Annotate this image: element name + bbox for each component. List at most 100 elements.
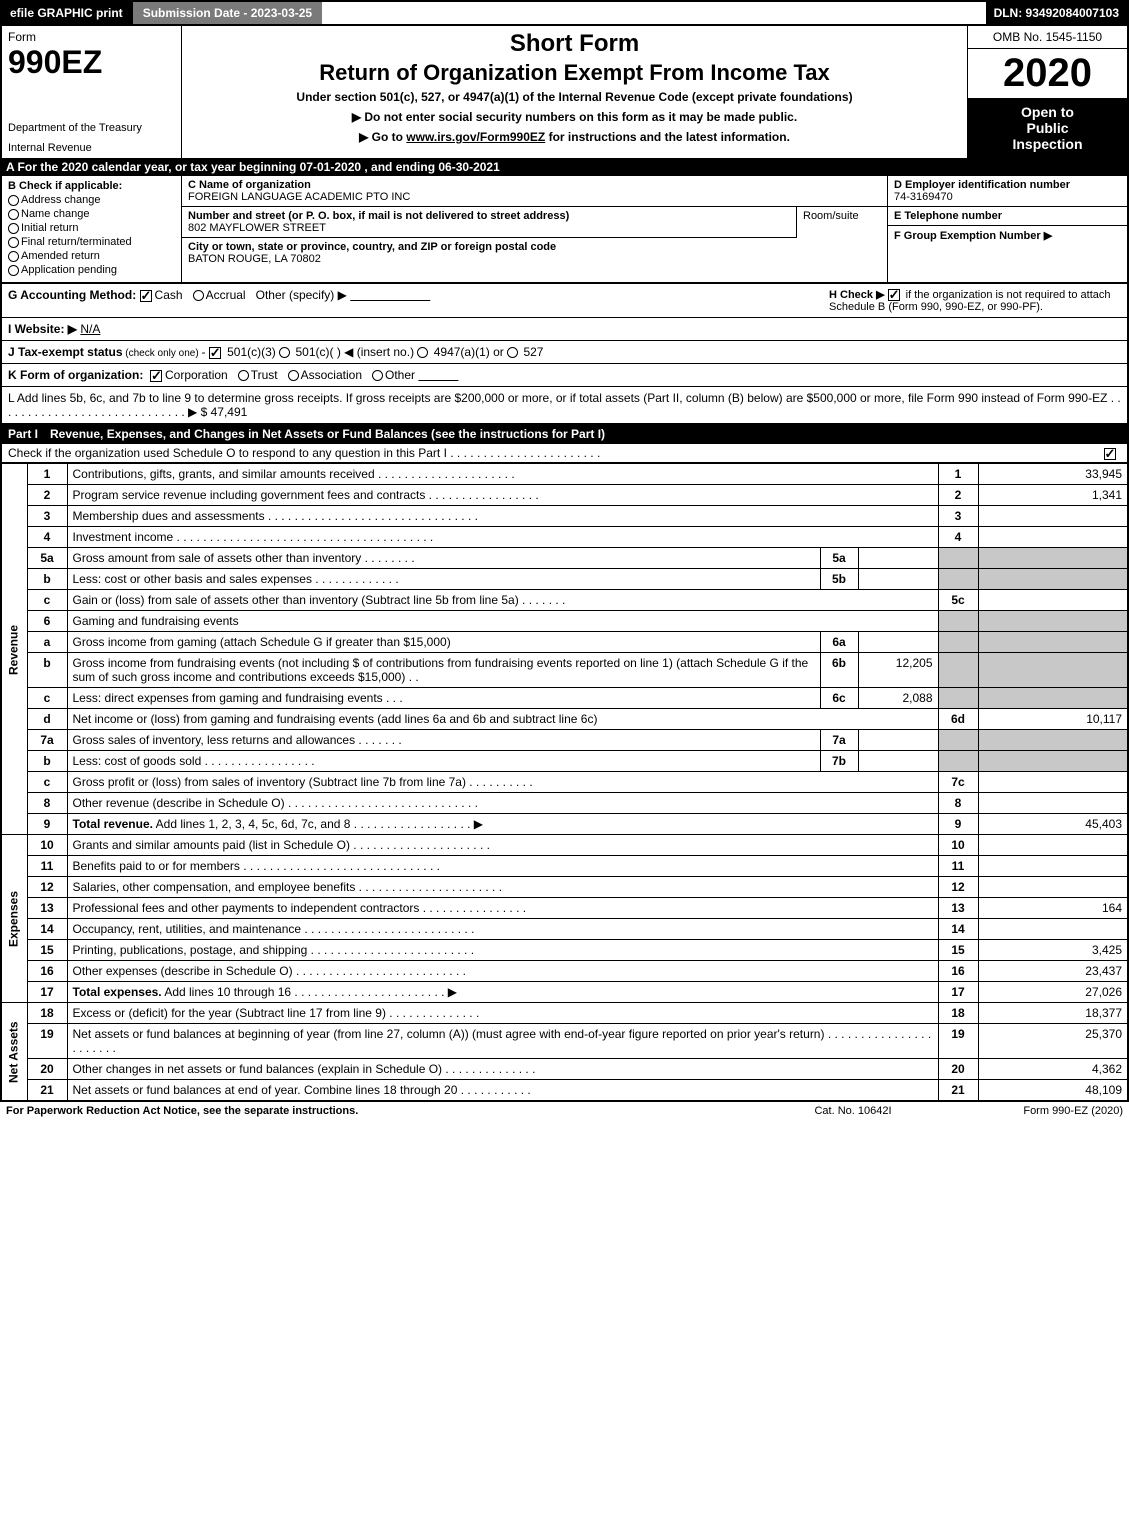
table-row: bGross income from fundraising events (n…	[1, 653, 1128, 688]
chk-4947[interactable]	[417, 347, 428, 358]
phone-cell: E Telephone number	[888, 207, 1127, 226]
part-title: Revenue, Expenses, and Changes in Net As…	[50, 427, 1121, 441]
line-number: 21	[27, 1080, 67, 1101]
chk-application-pending[interactable]: Application pending	[8, 264, 175, 276]
amount	[978, 730, 1128, 751]
open-line3: Inspection	[972, 136, 1123, 152]
table-row: Net Assets18Excess or (deficit) for the …	[1, 1003, 1128, 1024]
open-line2: Public	[972, 120, 1123, 136]
line-number: b	[27, 569, 67, 590]
dept-treasury: Department of the Treasury	[8, 122, 175, 134]
corp-label: Corporation	[165, 368, 228, 382]
j-small: (check only one)	[123, 348, 202, 359]
table-row: 14Occupancy, rent, utilities, and mainte…	[1, 919, 1128, 940]
line-description: Gross income from fundraising events (no…	[67, 653, 820, 688]
irs-link[interactable]: www.irs.gov/Form990EZ	[406, 130, 545, 144]
chk-cash[interactable]	[140, 290, 152, 302]
line-number: 13	[27, 898, 67, 919]
chk-trust[interactable]	[238, 370, 249, 381]
527-label: 527	[520, 345, 543, 359]
line-description: Program service revenue including govern…	[67, 485, 938, 506]
other-org-label: Other	[385, 368, 415, 382]
chk-501c[interactable]	[279, 347, 290, 358]
amount	[978, 653, 1128, 688]
sub-line-value	[858, 730, 938, 751]
chk-final-return[interactable]: Final return/terminated	[8, 236, 175, 248]
sub-line-number: 6b	[820, 653, 858, 688]
omb-number: OMB No. 1545-1150	[968, 26, 1127, 49]
schedule-o-checkbox[interactable]	[1101, 446, 1121, 460]
table-row: 9Total revenue. Add lines 1, 2, 3, 4, 5c…	[1, 814, 1128, 835]
page-footer: For Paperwork Reduction Act Notice, see …	[0, 1101, 1129, 1120]
chk-501c3[interactable]	[209, 347, 221, 359]
line-description: Gain or (loss) from sale of assets other…	[67, 590, 938, 611]
right-line-number: 15	[938, 940, 978, 961]
line-description: Other expenses (describe in Schedule O) …	[67, 961, 938, 982]
amount	[978, 527, 1128, 548]
amount	[978, 688, 1128, 709]
line-description: Total expenses. Add lines 10 through 16 …	[67, 982, 938, 1003]
line-g-h: G Accounting Method: Cash Accrual Other …	[0, 284, 1129, 318]
line-description: Gaming and fundraising events	[67, 611, 938, 632]
table-row: 15Printing, publications, postage, and s…	[1, 940, 1128, 961]
amount	[978, 632, 1128, 653]
amount	[978, 590, 1128, 611]
line-description: Net assets or fund balances at beginning…	[67, 1024, 938, 1059]
line-g: G Accounting Method: Cash Accrual Other …	[8, 288, 821, 313]
line-description: Net assets or fund balances at end of ye…	[67, 1080, 938, 1101]
chk-address-change[interactable]: Address change	[8, 194, 175, 206]
efile-label[interactable]: efile GRAPHIC print	[2, 2, 131, 24]
chk-accrual[interactable]	[193, 290, 204, 301]
line-description: Gross income from gaming (attach Schedul…	[67, 632, 820, 653]
line-number: 12	[27, 877, 67, 898]
chk-initial-return[interactable]: Initial return	[8, 222, 175, 234]
part-1-table: Revenue1Contributions, gifts, grants, an…	[0, 463, 1129, 1101]
address-row: Number and street (or P. O. box, if mail…	[182, 207, 887, 238]
right-line-number	[938, 611, 978, 632]
chk-name-change[interactable]: Name change	[8, 208, 175, 220]
right-line-number: 9	[938, 814, 978, 835]
amount: 18,377	[978, 1003, 1128, 1024]
instruct-pre: ▶ Go to	[359, 130, 406, 144]
right-line-number: 18	[938, 1003, 978, 1024]
chk-label: Name change	[21, 208, 90, 220]
amount	[978, 856, 1128, 877]
chk-schedule-b[interactable]	[888, 289, 900, 301]
line-number: d	[27, 709, 67, 730]
box-d: D Employer identification number 74-3169…	[887, 176, 1127, 282]
j-label: J Tax-exempt status	[8, 345, 123, 359]
chk-527[interactable]	[507, 347, 518, 358]
street-header: Number and street (or P. O. box, if mail…	[188, 210, 790, 222]
line-description: Gross sales of inventory, less returns a…	[67, 730, 820, 751]
box-b: B Check if applicable: Address change Na…	[2, 176, 182, 282]
line-description: Excess or (deficit) for the year (Subtra…	[67, 1003, 938, 1024]
cash-label: Cash	[155, 288, 183, 302]
line-description: Total revenue. Add lines 1, 2, 3, 4, 5c,…	[67, 814, 938, 835]
org-name: FOREIGN LANGUAGE ACADEMIC PTO INC	[188, 191, 881, 203]
title-short: Short Form	[190, 30, 959, 58]
table-row: 16Other expenses (describe in Schedule O…	[1, 961, 1128, 982]
amount	[978, 772, 1128, 793]
line-number: 1	[27, 464, 67, 485]
chk-corporation[interactable]	[150, 370, 162, 382]
chk-label: Application pending	[21, 264, 117, 276]
line-a-tax-year: A For the 2020 calendar year, or tax yea…	[0, 158, 1129, 176]
group-exemption-cell: F Group Exemption Number ▶	[888, 226, 1127, 245]
amount	[978, 611, 1128, 632]
amount: 3,425	[978, 940, 1128, 961]
line-number: 6	[27, 611, 67, 632]
table-row: 4Investment income . . . . . . . . . . .…	[1, 527, 1128, 548]
section-label: Net Assets	[1, 1003, 27, 1101]
chk-other-org[interactable]	[372, 370, 383, 381]
sub-line-value: 2,088	[858, 688, 938, 709]
amount	[978, 835, 1128, 856]
room-cell: Room/suite	[797, 207, 887, 238]
right-line-number	[938, 730, 978, 751]
right-line-number: 2	[938, 485, 978, 506]
amount: 23,437	[978, 961, 1128, 982]
chk-association[interactable]	[288, 370, 299, 381]
chk-amended-return[interactable]: Amended return	[8, 250, 175, 262]
table-row: 12Salaries, other compensation, and empl…	[1, 877, 1128, 898]
form-word: Form	[8, 30, 175, 44]
right-line-number	[938, 688, 978, 709]
